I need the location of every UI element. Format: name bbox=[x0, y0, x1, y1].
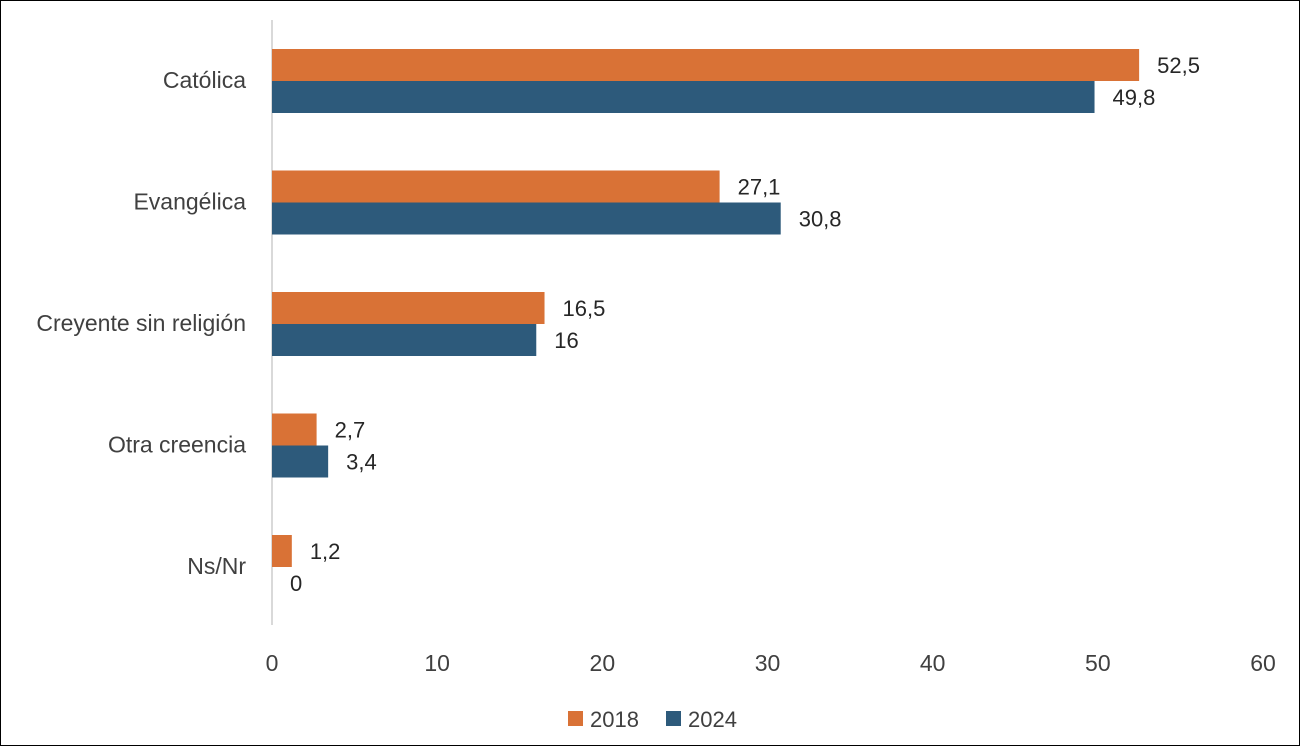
x-tick-label: 40 bbox=[920, 650, 946, 676]
bar-2024 bbox=[272, 324, 537, 356]
legend-label: 2018 bbox=[590, 707, 639, 732]
bar-2018 bbox=[272, 170, 720, 203]
category-label: Otra creencia bbox=[108, 432, 246, 458]
bar-2024 bbox=[272, 81, 1095, 113]
x-tick-label: 10 bbox=[424, 650, 450, 676]
category-label: Ns/Nr bbox=[187, 553, 246, 579]
data-labels: 52,549,8 27,1 30,8 16,5 16 2,7 3,4 1,2 0 bbox=[290, 53, 1200, 596]
data-label: 16 bbox=[554, 328, 578, 353]
data-label: 52,5 bbox=[1157, 53, 1200, 78]
legend-swatch-2024 bbox=[666, 711, 681, 726]
category-label: Evangélica bbox=[133, 189, 246, 215]
data-label: 2,7 bbox=[335, 418, 366, 443]
legend-swatch-2018 bbox=[568, 711, 583, 726]
x-axis-ticks: 0 10 20 30 40 50 60 bbox=[266, 650, 1276, 676]
data-label: 0 bbox=[290, 571, 302, 596]
bar-2018 bbox=[272, 292, 545, 324]
category-labels: Católica Evangélica Creyente sin religión O… bbox=[36, 67, 246, 579]
data-label: 49,8 bbox=[1113, 85, 1156, 110]
legend-label: 2024 bbox=[688, 707, 737, 732]
category-label: Creyente sin religión bbox=[36, 310, 246, 336]
x-tick-label: 0 bbox=[266, 650, 279, 676]
data-label: 3,4 bbox=[346, 450, 377, 475]
bar-2018 bbox=[272, 535, 292, 567]
bars-group bbox=[272, 49, 1140, 567]
category-label: Católica bbox=[163, 67, 246, 93]
data-label: 1,2 bbox=[310, 539, 341, 564]
data-label: 27,1 bbox=[738, 175, 781, 200]
bar-2024 bbox=[272, 202, 781, 235]
legend: 2018 2024 bbox=[568, 707, 737, 732]
x-tick-label: 50 bbox=[1085, 650, 1111, 676]
x-tick-label: 60 bbox=[1250, 650, 1276, 676]
bar-2018 bbox=[272, 413, 317, 446]
x-tick-label: 30 bbox=[755, 650, 781, 676]
data-label: 16,5 bbox=[563, 296, 606, 321]
bar-2024 bbox=[272, 445, 329, 478]
data-label: 30,8 bbox=[799, 207, 842, 232]
bar-2018 bbox=[272, 49, 1140, 81]
x-tick-label: 20 bbox=[590, 650, 616, 676]
